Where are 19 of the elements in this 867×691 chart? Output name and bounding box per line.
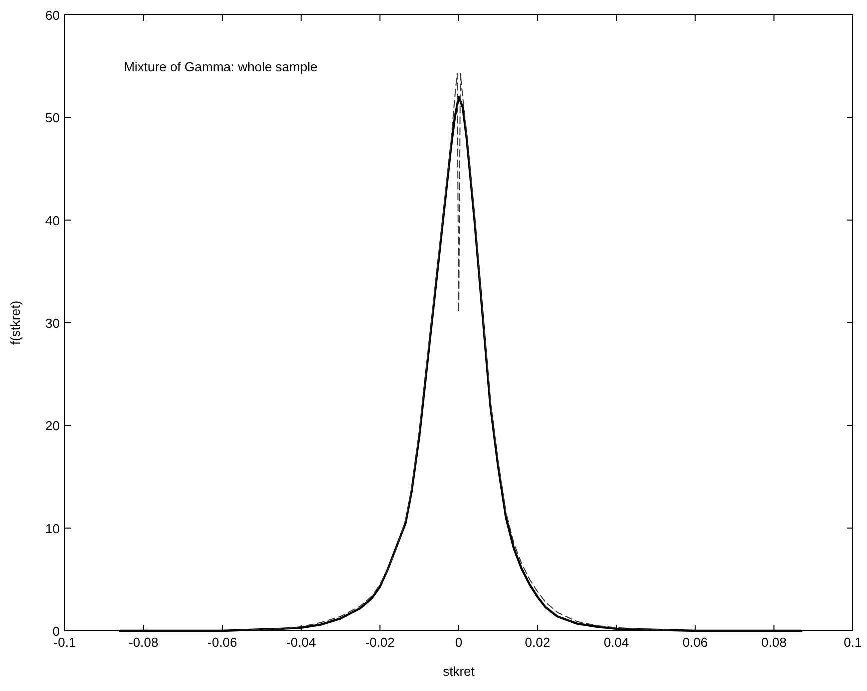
annotation: Mixture of Gamma: whole sample [124, 59, 318, 74]
x-tick-label: -0.06 [208, 635, 238, 650]
x-axis-title: stkret [443, 664, 476, 679]
x-tick-label: -0.02 [365, 635, 396, 650]
y-tick-label: 60 [46, 8, 60, 23]
x-tick-label: 0.02 [525, 635, 550, 650]
x-tick-label: 0.04 [604, 635, 630, 650]
x-tick-label: -0.04 [286, 635, 316, 650]
x-tick-label: 0 [455, 635, 463, 650]
x-tick-label: 0.06 [682, 635, 708, 650]
x-tick-label: 0.08 [762, 635, 787, 650]
y-axis-title: f(stkret) [8, 300, 23, 346]
y-tick-label: 40 [46, 213, 60, 228]
y-tick-label: 30 [46, 316, 60, 331]
y-tick-label: 10 [46, 521, 60, 536]
y-tick-label: 20 [46, 418, 60, 434]
x-tick-label: -0.08 [128, 635, 159, 650]
y-tick-label: 50 [46, 110, 60, 126]
x-tick-label: 0.1 [844, 635, 862, 650]
